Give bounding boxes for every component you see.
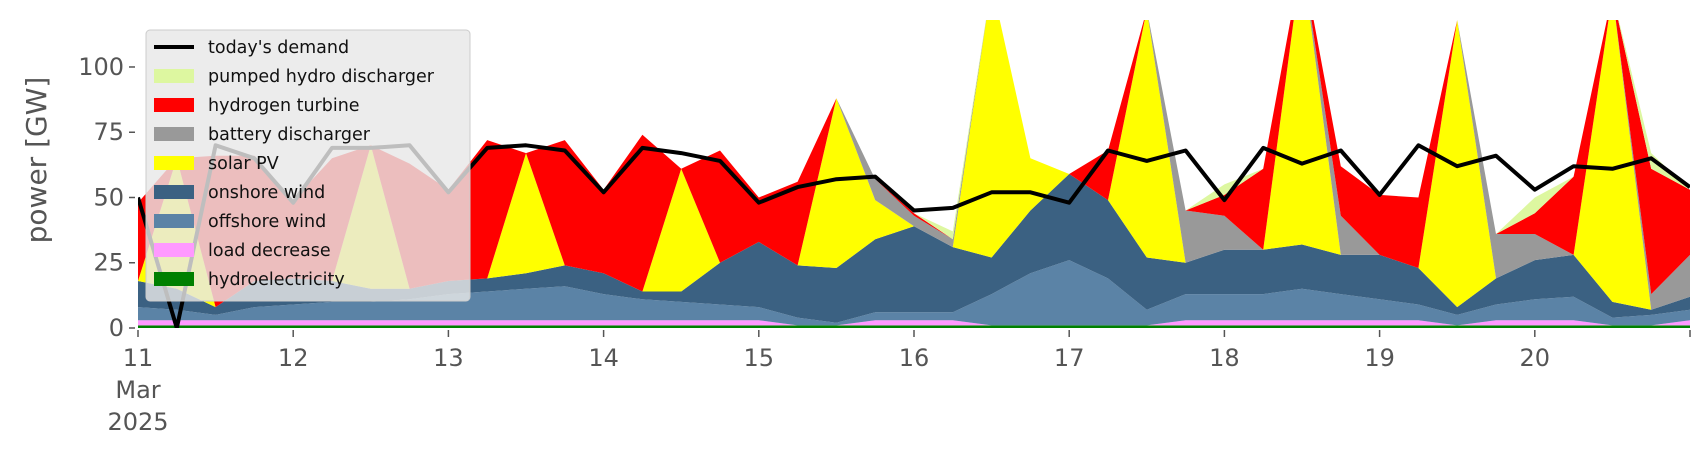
legend-label: offshore wind xyxy=(208,212,326,232)
x-tick-label: 14 xyxy=(588,344,619,372)
legend-swatch xyxy=(154,69,194,83)
legend: today's demand pumped hydro discharger hyd… xyxy=(145,29,471,302)
x-tick-label: 16 xyxy=(899,344,930,372)
area-solar-pv xyxy=(138,20,1690,310)
legend-swatch xyxy=(154,243,194,257)
legend-label: solar PV xyxy=(208,154,279,174)
legend-item-today-s-demand: today's demand xyxy=(154,38,349,58)
y-tick-label: 100 xyxy=(78,53,124,81)
legend-swatch xyxy=(154,127,194,141)
legend-label: battery discharger xyxy=(208,125,371,145)
y-tick-label: 50 xyxy=(93,183,124,211)
legend-item-battery-discharger: battery discharger xyxy=(154,125,371,145)
legend-label: pumped hydro discharger xyxy=(208,67,435,87)
legend-swatch xyxy=(154,272,194,286)
area-onshore-wind xyxy=(138,174,1690,323)
area-hydroelectricity xyxy=(138,325,1690,328)
legend-swatch xyxy=(154,98,194,112)
legend-label: load decrease xyxy=(208,241,331,261)
legend-label: hydrogen turbine xyxy=(208,96,360,116)
x-tick-label: 13 xyxy=(433,344,464,372)
x-tick-label: 19 xyxy=(1364,344,1395,372)
legend-item-load-decrease: load decrease xyxy=(154,241,331,261)
x-tick-label: 20 xyxy=(1520,344,1551,372)
legend-swatch xyxy=(154,214,194,228)
legend-swatch xyxy=(154,156,194,170)
legend-item-solar-pv: solar PV xyxy=(154,154,279,174)
legend-label: hydroelectricity xyxy=(208,270,345,290)
legend-swatch xyxy=(154,185,194,199)
legend-label: onshore wind xyxy=(208,183,325,203)
y-axis-label: power [GW] xyxy=(20,77,53,244)
legend-item-pumped-hydro-discharger: pumped hydro discharger xyxy=(154,67,435,87)
legend-item-offshore-wind: offshore wind xyxy=(154,212,326,232)
y-tick-label: 25 xyxy=(93,249,124,277)
x-tick-label: 12 xyxy=(278,344,309,372)
legend-item-hydroelectricity: hydroelectricity xyxy=(154,270,345,290)
x-tick-label: 11 Mar 2025 xyxy=(107,344,168,436)
x-tick-label: 15 xyxy=(744,344,775,372)
x-tick-label: 17 xyxy=(1054,344,1085,372)
area-load-decrease xyxy=(138,320,1690,326)
area-offshore-wind xyxy=(138,260,1690,326)
y-tick-label: 0 xyxy=(109,314,124,342)
legend-box xyxy=(145,29,471,302)
axes: 0 25 50 75 100 11 Mar 2025 12 13 14 15 16 17 18 19 20 pow… xyxy=(20,53,1691,436)
x-tick-label: 18 xyxy=(1209,344,1240,372)
y-tick-label: 75 xyxy=(93,118,124,146)
legend-item-hydrogen-turbine: hydrogen turbine xyxy=(154,96,360,116)
legend-label: today's demand xyxy=(208,38,349,58)
legend-item-onshore-wind: onshore wind xyxy=(154,183,325,203)
